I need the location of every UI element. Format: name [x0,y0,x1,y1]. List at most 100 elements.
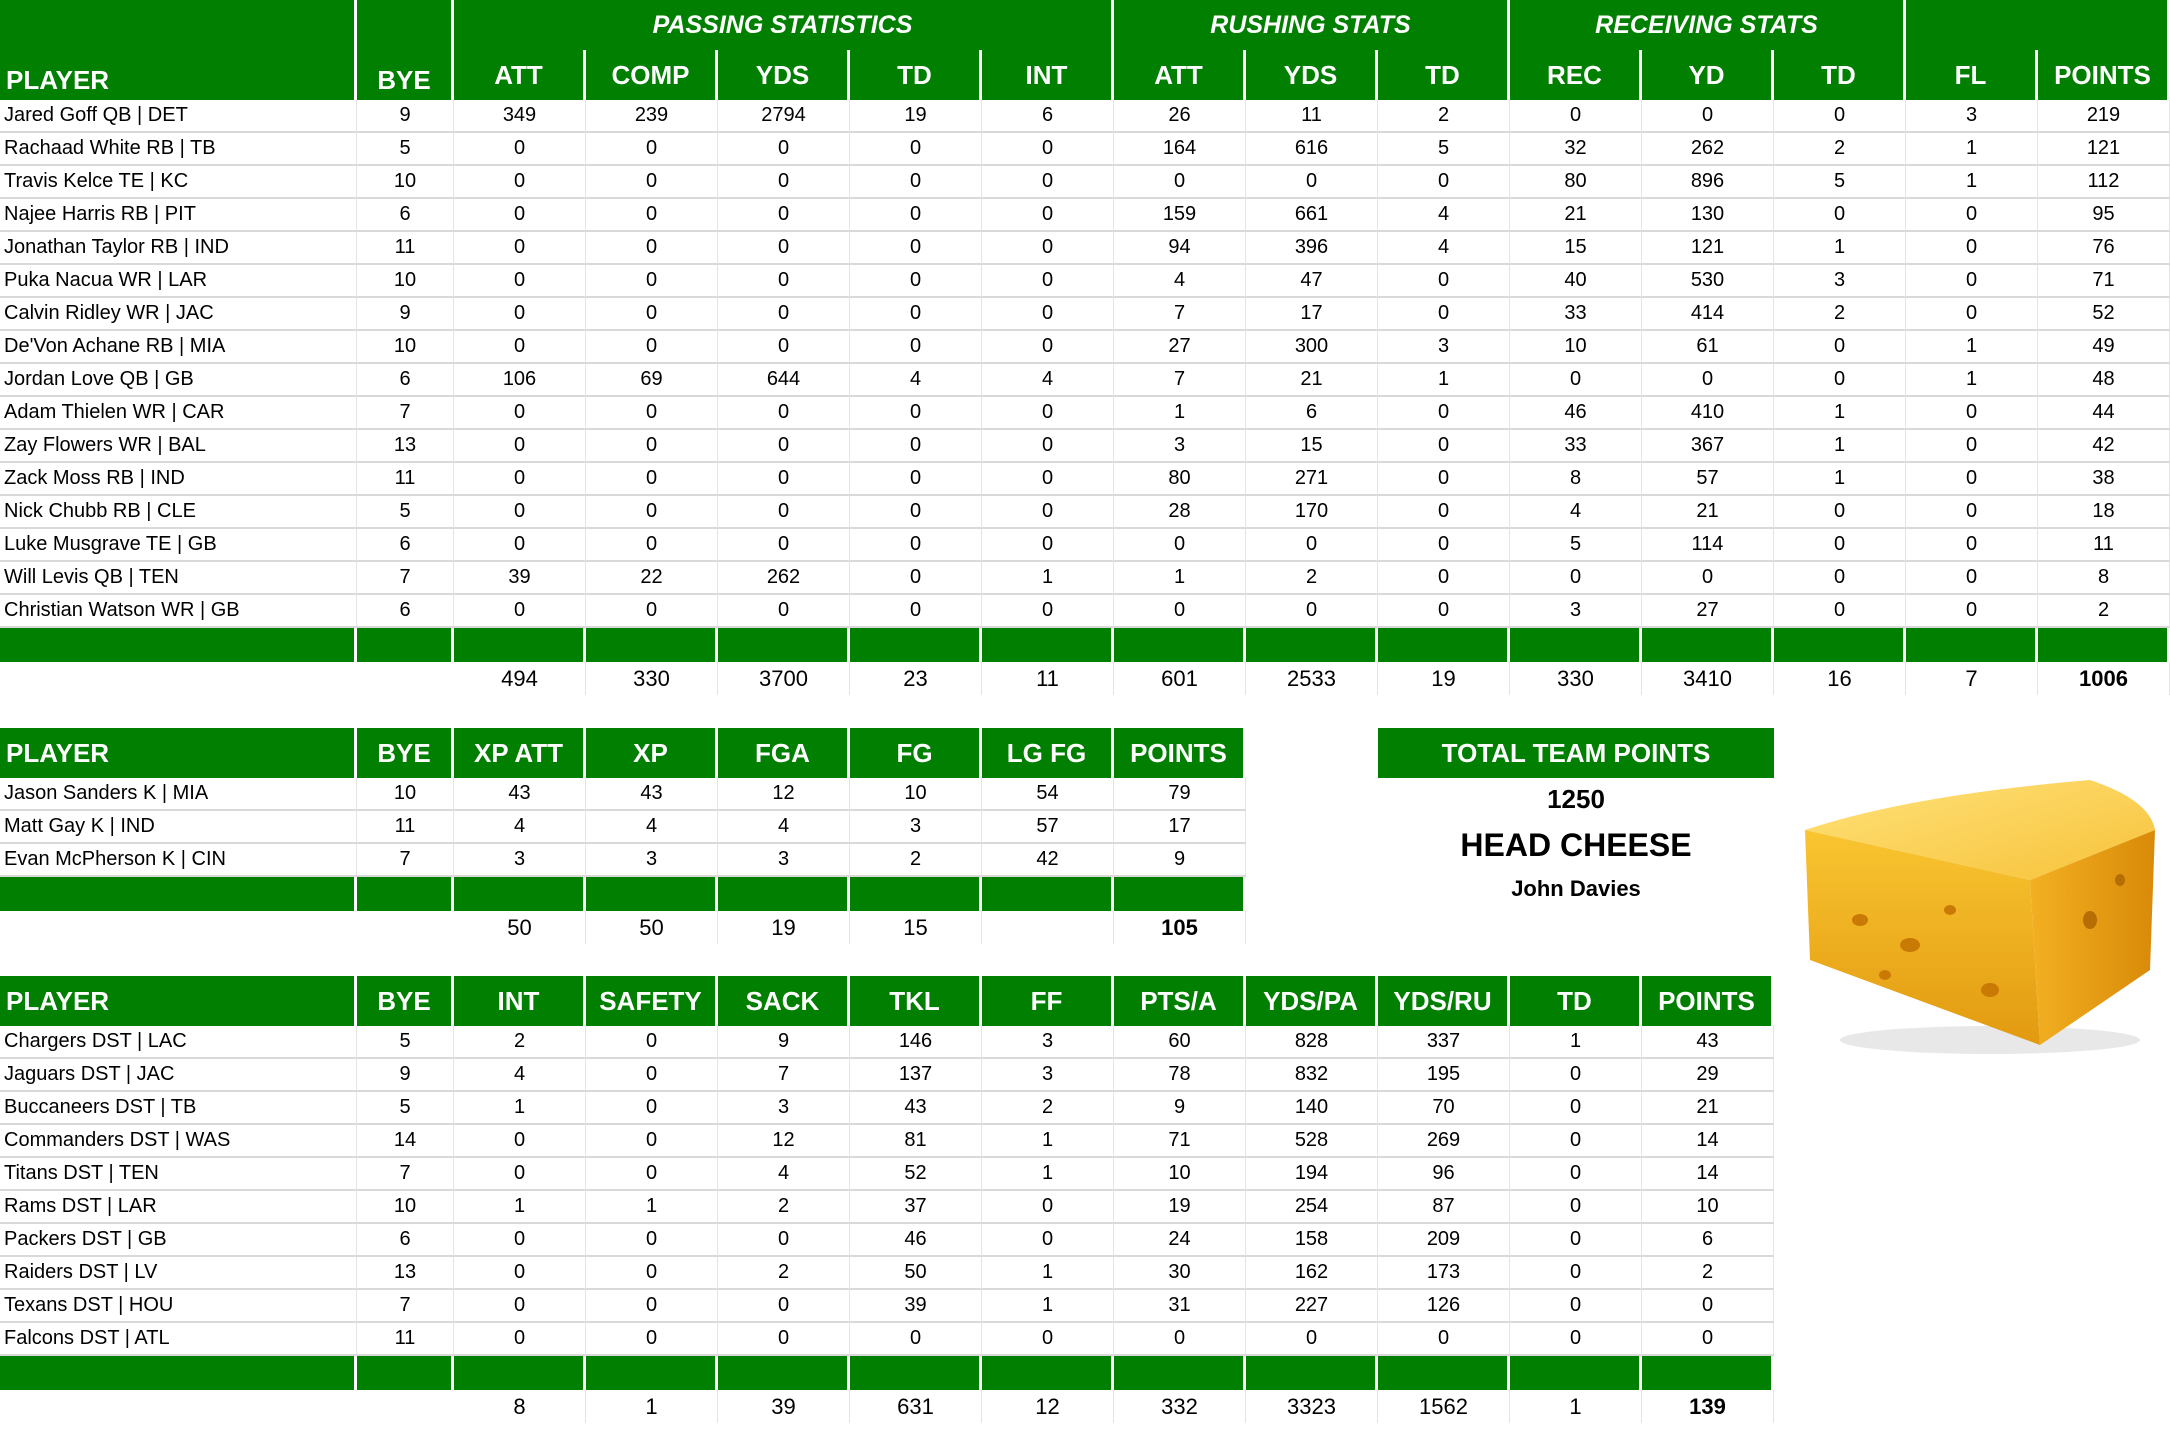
total-yds-ru: 1562 [1378,1390,1510,1423]
stat-cell-ff: 0 [982,1224,1114,1257]
stat-cell-int: 0 [982,496,1114,529]
stat-cell-pts-a: 24 [1114,1224,1246,1257]
stat-cell-ff: 0 [982,1191,1114,1224]
separator-bar [454,628,586,662]
player-name: Luke Musgrave TE | GB [0,529,357,562]
stat-cell-att: 0 [454,133,586,166]
total-points: 139 [1642,1390,1774,1423]
stat-cell-yd: 130 [1642,199,1774,232]
stat-cell-yds: 21 [1246,364,1378,397]
stat-cell-td: 0 [850,595,982,628]
total-td: 19 [1378,662,1510,695]
stat-cell-yds-pa: 0 [1246,1323,1378,1356]
stat-cell-rec: 5 [1510,529,1642,562]
stat-cell-fl: 0 [1906,298,2038,331]
stat-cell-tkl: 81 [850,1125,982,1158]
stat-cell-ff: 3 [982,1059,1114,1092]
player-name: Jason Sanders K | MIA [0,778,357,811]
stat-cell-td: 4 [1378,232,1510,265]
stat-cell-yds: 644 [718,364,850,397]
stat-cell-yds: 0 [718,331,850,364]
stat-cell-bye: 7 [357,844,454,877]
total-sack: 39 [718,1390,850,1423]
stat-cell-yd: 114 [1642,529,1774,562]
stat-cell-ff: 3 [982,1026,1114,1059]
stat-cell-points: 71 [2038,265,2170,298]
stat-cell-fl: 1 [1906,166,2038,199]
stat-cell-att: 0 [454,166,586,199]
stat-cell-fga: 12 [718,778,850,811]
total-player [0,662,357,695]
total-tkl: 631 [850,1390,982,1423]
separator-bar [982,1356,1114,1390]
separator-bar [1642,1356,1774,1390]
stat-cell-td: 0 [850,562,982,595]
stat-cell-safety: 0 [586,1059,718,1092]
stat-cell-td: 0 [1510,1257,1642,1290]
total-fl: 7 [1906,662,2038,695]
stat-cell-att: 28 [1114,496,1246,529]
separator-bar [454,877,586,911]
stat-cell-points: 10 [1642,1191,1774,1224]
separator-bar [586,628,718,662]
total-yds: 3700 [718,662,850,695]
stat-cell-fl: 1 [1906,331,2038,364]
total-yd: 3410 [1642,662,1774,695]
stat-cell-att: 1 [1114,562,1246,595]
stat-cell-comp: 0 [586,166,718,199]
stat-cell-comp: 0 [586,529,718,562]
stat-cell-fg: 3 [850,811,982,844]
stat-cell-bye: 7 [357,397,454,430]
stat-cell-yds-pa: 162 [1246,1257,1378,1290]
player-name: Falcons DST | ATL [0,1323,357,1356]
stat-cell-int: 4 [982,364,1114,397]
player-name: Texans DST | HOU [0,1290,357,1323]
stat-cell-bye: 7 [357,562,454,595]
stat-cell-td: 0 [850,298,982,331]
player-name: Rachaad White RB | TB [0,133,357,166]
stat-cell-att: 7 [1114,364,1246,397]
stat-cell-ff: 0 [982,1323,1114,1356]
stat-cell-att: 159 [1114,199,1246,232]
stat-cell-ff: 2 [982,1092,1114,1125]
stat-cell-td: 0 [850,265,982,298]
separator-bar [1510,1356,1642,1390]
stat-cell-bye: 9 [357,100,454,133]
stat-cell-yds: 0 [1246,595,1378,628]
stat-cell-yd: 896 [1642,166,1774,199]
stat-cell-xp: 4 [586,811,718,844]
total-team-points-header: TOTAL TEAM POINTS [1378,728,1774,778]
total-ff: 12 [982,1390,1114,1423]
total-comp: 330 [586,662,718,695]
stat-cell-td: 0 [1774,562,1906,595]
total-team-points-panel: TOTAL TEAM POINTS 1250 HEAD CHEESE John … [1378,728,1774,902]
stat-cell-yd: 410 [1642,397,1774,430]
separator-bar [357,877,454,911]
stat-cell-int: 0 [982,265,1114,298]
stat-cell-yds: 0 [718,133,850,166]
stat-cell-td: 0 [1378,397,1510,430]
stat-cell-yds: 2 [1246,562,1378,595]
stat-cell-yds-ru: 126 [1378,1290,1510,1323]
column-header-att: ATT [454,50,586,100]
column-header-td: TD [1774,50,1906,100]
stat-cell-td: 1 [1774,397,1906,430]
stat-cell-int: 0 [454,1290,586,1323]
stat-cell-yds-ru: 209 [1378,1224,1510,1257]
stat-cell-tkl: 137 [850,1059,982,1092]
stat-cell-comp: 239 [586,100,718,133]
stat-cell-td: 0 [1774,199,1906,232]
stat-cell-yds: 0 [718,496,850,529]
player-name: Zay Flowers WR | BAL [0,430,357,463]
player-name: Jared Goff QB | DET [0,100,357,133]
stat-cell-td: 0 [850,331,982,364]
stat-cell-sack: 0 [718,1323,850,1356]
stat-cell-int: 0 [982,331,1114,364]
column-header-xp: XP [586,728,718,778]
stat-cell-att: 0 [454,463,586,496]
column-header-sack: SACK [718,976,850,1026]
stat-cell-att: 3 [1114,430,1246,463]
stat-cell-int: 2 [454,1026,586,1059]
stat-cell-yds: 262 [718,562,850,595]
separator-bar [1114,628,1246,662]
